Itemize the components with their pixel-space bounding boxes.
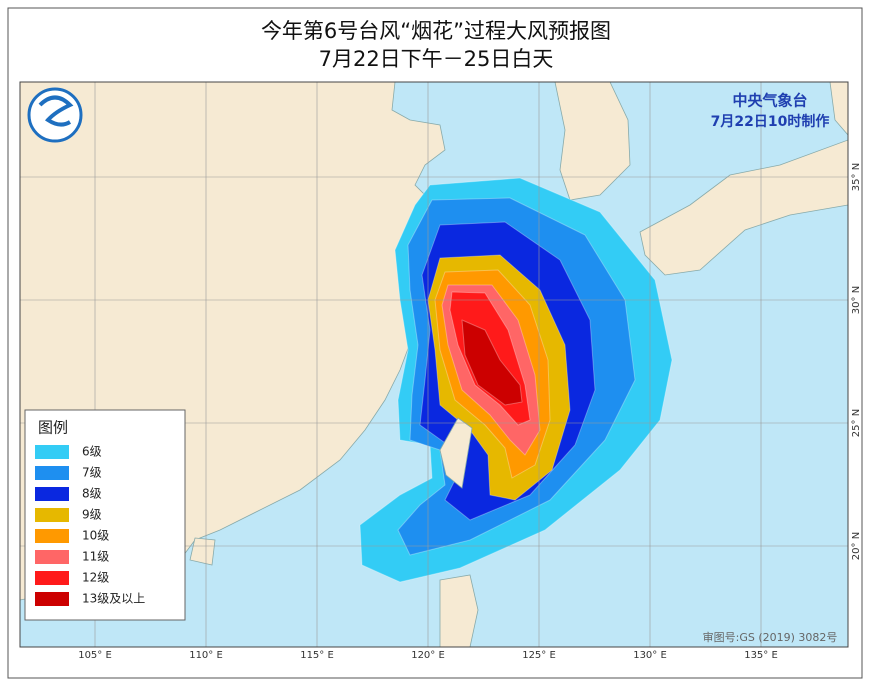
title: 今年第6号台风“烟花”过程大风预报图 [261, 19, 611, 43]
lat-label: 35° N [851, 163, 862, 191]
legend-label: 12级 [82, 571, 109, 585]
legend-swatch [35, 445, 69, 459]
legend-label: 7级 [82, 466, 102, 480]
logo-mark [38, 95, 74, 127]
graticule [20, 82, 848, 647]
map-border [19, 81, 849, 648]
legend-label: 10级 [82, 529, 109, 543]
lon-label: 130° E [633, 650, 667, 661]
hokkaido [829, 82, 848, 136]
legend: 图例 6级 7级 8级 9级 10级 11级 12级 13级及以上 [24, 409, 186, 621]
legend-title: 图例 [38, 419, 68, 437]
legend-swatch [35, 571, 69, 585]
review-number: 审图号:GS (2019) 3082号 [703, 630, 838, 644]
subtitle: 7月22日下午－25日白天 [319, 47, 554, 71]
lon-label: 115° E [300, 650, 334, 661]
lon-label: 120° E [411, 650, 445, 661]
lat-label: 25° N [851, 409, 862, 437]
lon-label: 135° E [744, 650, 778, 661]
hainan [189, 537, 216, 566]
legend-label: 6级 [82, 445, 102, 459]
legend-swatch [35, 529, 69, 543]
legend-swatch [35, 592, 69, 606]
axis-labels: 105° E 110° E 115° E 120° E 125° E 130° E 135°… [78, 163, 862, 661]
legend-swatch [35, 466, 69, 480]
issued-time: 7月22日10时制作 [711, 113, 830, 130]
legend-label: 8级 [82, 487, 102, 501]
taiwan [439, 417, 473, 489]
legend-swatch [35, 487, 69, 501]
korea [554, 82, 631, 201]
lon-label: 110° E [189, 650, 223, 661]
lat-label: 20° N [851, 532, 862, 560]
legend-swatch [35, 508, 69, 522]
lon-label: 125° E [522, 650, 556, 661]
agency-name: 中央气象台 [732, 92, 807, 110]
luzon [439, 574, 479, 647]
legend-swatch [35, 550, 69, 564]
wind-zone [461, 319, 523, 406]
japan [639, 139, 848, 276]
lon-label: 105° E [78, 650, 112, 661]
wind-zones [359, 177, 673, 583]
lat-label: 30° N [851, 286, 862, 314]
legend-label: 9级 [82, 508, 102, 522]
legend-label: 13级及以上 [82, 592, 145, 606]
legend-label: 11级 [82, 550, 109, 564]
